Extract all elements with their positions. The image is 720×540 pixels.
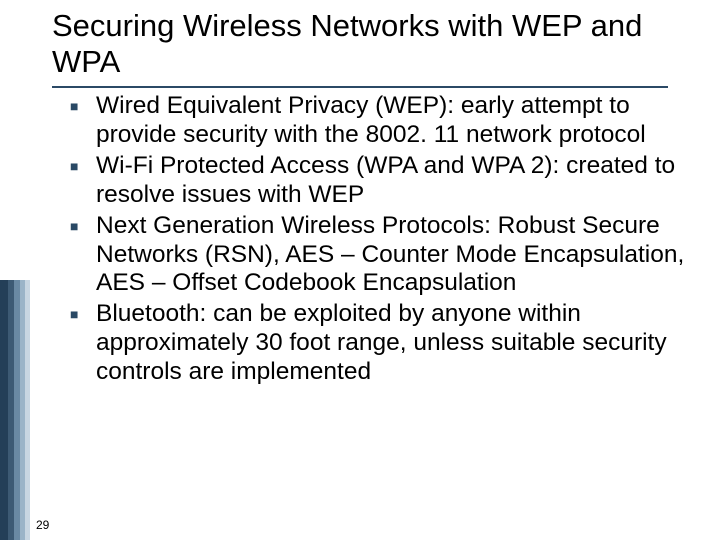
stripe bbox=[0, 280, 8, 540]
slide: Securing Wireless Networks with WEP and … bbox=[0, 0, 720, 540]
bullet-item: ■Next Generation Wireless Protocols: Rob… bbox=[70, 212, 690, 299]
slide-body: ■Wired Equivalent Privacy (WEP): early a… bbox=[70, 92, 690, 389]
page-number: 29 bbox=[36, 518, 49, 532]
bullet-marker-icon: ■ bbox=[70, 300, 96, 329]
bullet-marker-icon: ■ bbox=[70, 92, 96, 121]
bullet-text: Wi-Fi Protected Access (WPA and WPA 2): … bbox=[96, 152, 690, 210]
title-underline bbox=[52, 86, 668, 88]
bullet-text: Bluetooth: can be exploited by anyone wi… bbox=[96, 300, 690, 387]
bullet-text: Wired Equivalent Privacy (WEP): early at… bbox=[96, 92, 690, 150]
bullet-marker-icon: ■ bbox=[70, 212, 96, 241]
bullet-text: Next Generation Wireless Protocols: Robu… bbox=[96, 212, 690, 299]
slide-title: Securing Wireless Networks with WEP and … bbox=[52, 8, 696, 79]
bullet-item: ■Wi-Fi Protected Access (WPA and WPA 2):… bbox=[70, 152, 690, 210]
bullet-marker-icon: ■ bbox=[70, 152, 96, 181]
bullet-item: ■Wired Equivalent Privacy (WEP): early a… bbox=[70, 92, 690, 150]
stripe bbox=[25, 280, 30, 540]
bullet-item: ■Bluetooth: can be exploited by anyone w… bbox=[70, 300, 690, 387]
left-accent-stripes bbox=[0, 280, 30, 540]
